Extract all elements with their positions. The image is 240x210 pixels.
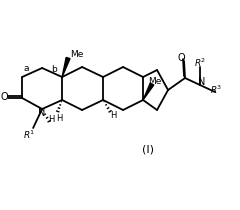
Text: N: N: [38, 108, 46, 118]
Text: Me: Me: [70, 50, 84, 59]
Text: O: O: [0, 92, 8, 102]
Text: b: b: [51, 64, 57, 74]
Polygon shape: [62, 57, 70, 77]
Text: $R^2$: $R^2$: [194, 57, 206, 69]
Text: $R^3$: $R^3$: [210, 84, 222, 96]
Text: H: H: [48, 116, 54, 125]
Text: a: a: [23, 63, 29, 72]
Text: Me: Me: [148, 76, 162, 85]
Text: (I): (I): [142, 145, 154, 155]
Text: H: H: [110, 112, 116, 121]
Text: O: O: [177, 53, 185, 63]
Text: H: H: [56, 114, 62, 123]
Polygon shape: [143, 83, 154, 100]
Text: N: N: [198, 77, 206, 87]
Text: $R^1$: $R^1$: [23, 129, 35, 141]
